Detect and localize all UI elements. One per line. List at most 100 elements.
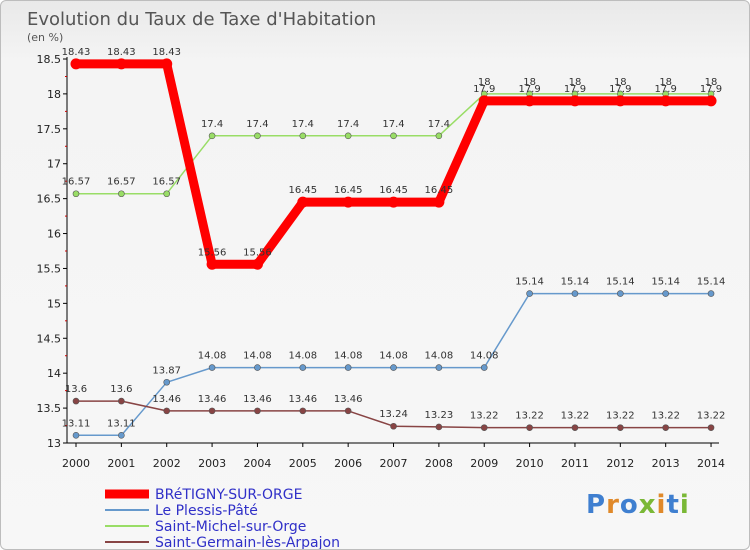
x-tick-label: 2004 — [243, 457, 271, 470]
logo-letter: x — [638, 490, 657, 520]
data-point — [390, 422, 397, 430]
data-label: 16.57 — [62, 177, 91, 188]
x-tick-label: 2011 — [561, 457, 589, 470]
data-point — [344, 132, 352, 140]
data-label: 14.08 — [334, 351, 363, 362]
data-point — [254, 132, 261, 140]
data-label: 14.08 — [379, 351, 408, 362]
data-point — [163, 407, 171, 415]
data-label: 16.57 — [107, 177, 136, 188]
data-label: 17.9 — [655, 84, 677, 95]
data-label: 18 — [614, 77, 627, 88]
data-label: 16.45 — [425, 185, 454, 196]
data-point — [344, 407, 352, 415]
data-point — [433, 196, 445, 208]
data-label: 13.22 — [651, 411, 680, 422]
y-tick-label: 14.5 — [37, 332, 62, 345]
data-point — [707, 290, 715, 297]
data-label: 17.9 — [518, 84, 540, 95]
x-tick-label: 2003 — [198, 457, 226, 470]
data-label: 17.9 — [609, 84, 631, 95]
y-tick-label: 15.5 — [37, 262, 62, 275]
data-label: 13.46 — [288, 394, 317, 405]
logo-letter: r — [606, 490, 620, 520]
data-point — [480, 364, 488, 371]
y-tick-label: 18.5 — [37, 53, 62, 66]
data-label: 13.22 — [470, 411, 499, 422]
data-point — [435, 423, 443, 431]
data-point — [342, 196, 354, 208]
data-point — [480, 424, 488, 431]
data-label: 18.43 — [107, 47, 136, 58]
data-point — [617, 424, 624, 431]
x-tick-label: 2012 — [606, 457, 634, 470]
data-label: 17.4 — [201, 119, 223, 130]
data-point — [435, 364, 443, 371]
data-label: 13.23 — [425, 410, 454, 421]
x-tick-label: 2007 — [380, 457, 408, 470]
data-point — [526, 424, 533, 431]
data-point — [662, 424, 669, 431]
data-point — [388, 196, 400, 208]
y-unit-label: (en %) — [27, 31, 63, 44]
data-label: 14.08 — [243, 351, 272, 362]
data-label: 17.4 — [382, 119, 404, 130]
data-point — [707, 424, 715, 431]
legend-label: BRéTIGNY-SUR-ORGE — [155, 487, 302, 503]
data-label: 13.11 — [62, 418, 91, 429]
y-tick-label: 16 — [47, 228, 61, 241]
data-label: 18 — [705, 77, 718, 88]
data-point — [163, 378, 171, 386]
data-label: 18.43 — [152, 47, 181, 58]
data-label: 15.14 — [561, 277, 590, 288]
data-label: 15.56 — [198, 247, 227, 258]
data-point — [299, 132, 307, 140]
data-label: 17.9 — [473, 84, 495, 95]
data-label: 17.4 — [428, 119, 450, 130]
data-label: 18.43 — [62, 47, 91, 58]
data-point — [163, 190, 171, 198]
y-tick-label: 17.5 — [37, 123, 62, 136]
data-label: 14.08 — [425, 351, 454, 362]
data-label: 17.4 — [292, 119, 314, 130]
y-tick-label: 15 — [47, 297, 61, 310]
data-point — [344, 364, 352, 371]
data-label: 13.6 — [65, 384, 87, 395]
x-tick-label: 2009 — [470, 457, 498, 470]
proxiti-logo: Proxiti — [586, 490, 690, 520]
data-label: 16.57 — [152, 177, 181, 188]
data-label: 13.46 — [198, 394, 227, 405]
data-point — [660, 95, 672, 107]
data-point — [208, 364, 216, 371]
data-point — [614, 95, 626, 107]
chart-title: Evolution du Taux de Taxe d'Habitation — [27, 9, 376, 30]
data-label: 16.45 — [288, 185, 317, 196]
x-tick-label: 2002 — [153, 457, 181, 470]
legend-label: Saint-Michel-sur-Orge — [155, 519, 306, 535]
data-point — [571, 290, 579, 297]
legend-label: Le Plessis-Pâté — [155, 503, 258, 519]
data-point — [478, 95, 490, 107]
data-label: 13.46 — [152, 394, 181, 405]
data-label: 13.11 — [107, 418, 136, 429]
y-tick-label: 18 — [47, 88, 61, 101]
data-point — [299, 407, 307, 415]
data-point — [208, 132, 216, 140]
data-label: 13.46 — [334, 394, 363, 405]
data-label: 18 — [569, 77, 582, 88]
data-point — [254, 407, 261, 415]
data-label: 17.4 — [337, 119, 359, 130]
data-point — [617, 290, 624, 297]
data-label: 13.46 — [243, 394, 272, 405]
data-point — [390, 132, 397, 140]
x-tick-label: 2005 — [289, 457, 317, 470]
x-tick-label: 2001 — [107, 457, 135, 470]
data-point — [161, 58, 173, 70]
data-label: 14.08 — [470, 351, 499, 362]
data-point — [70, 58, 82, 70]
data-point — [390, 364, 397, 371]
data-point — [118, 190, 125, 198]
